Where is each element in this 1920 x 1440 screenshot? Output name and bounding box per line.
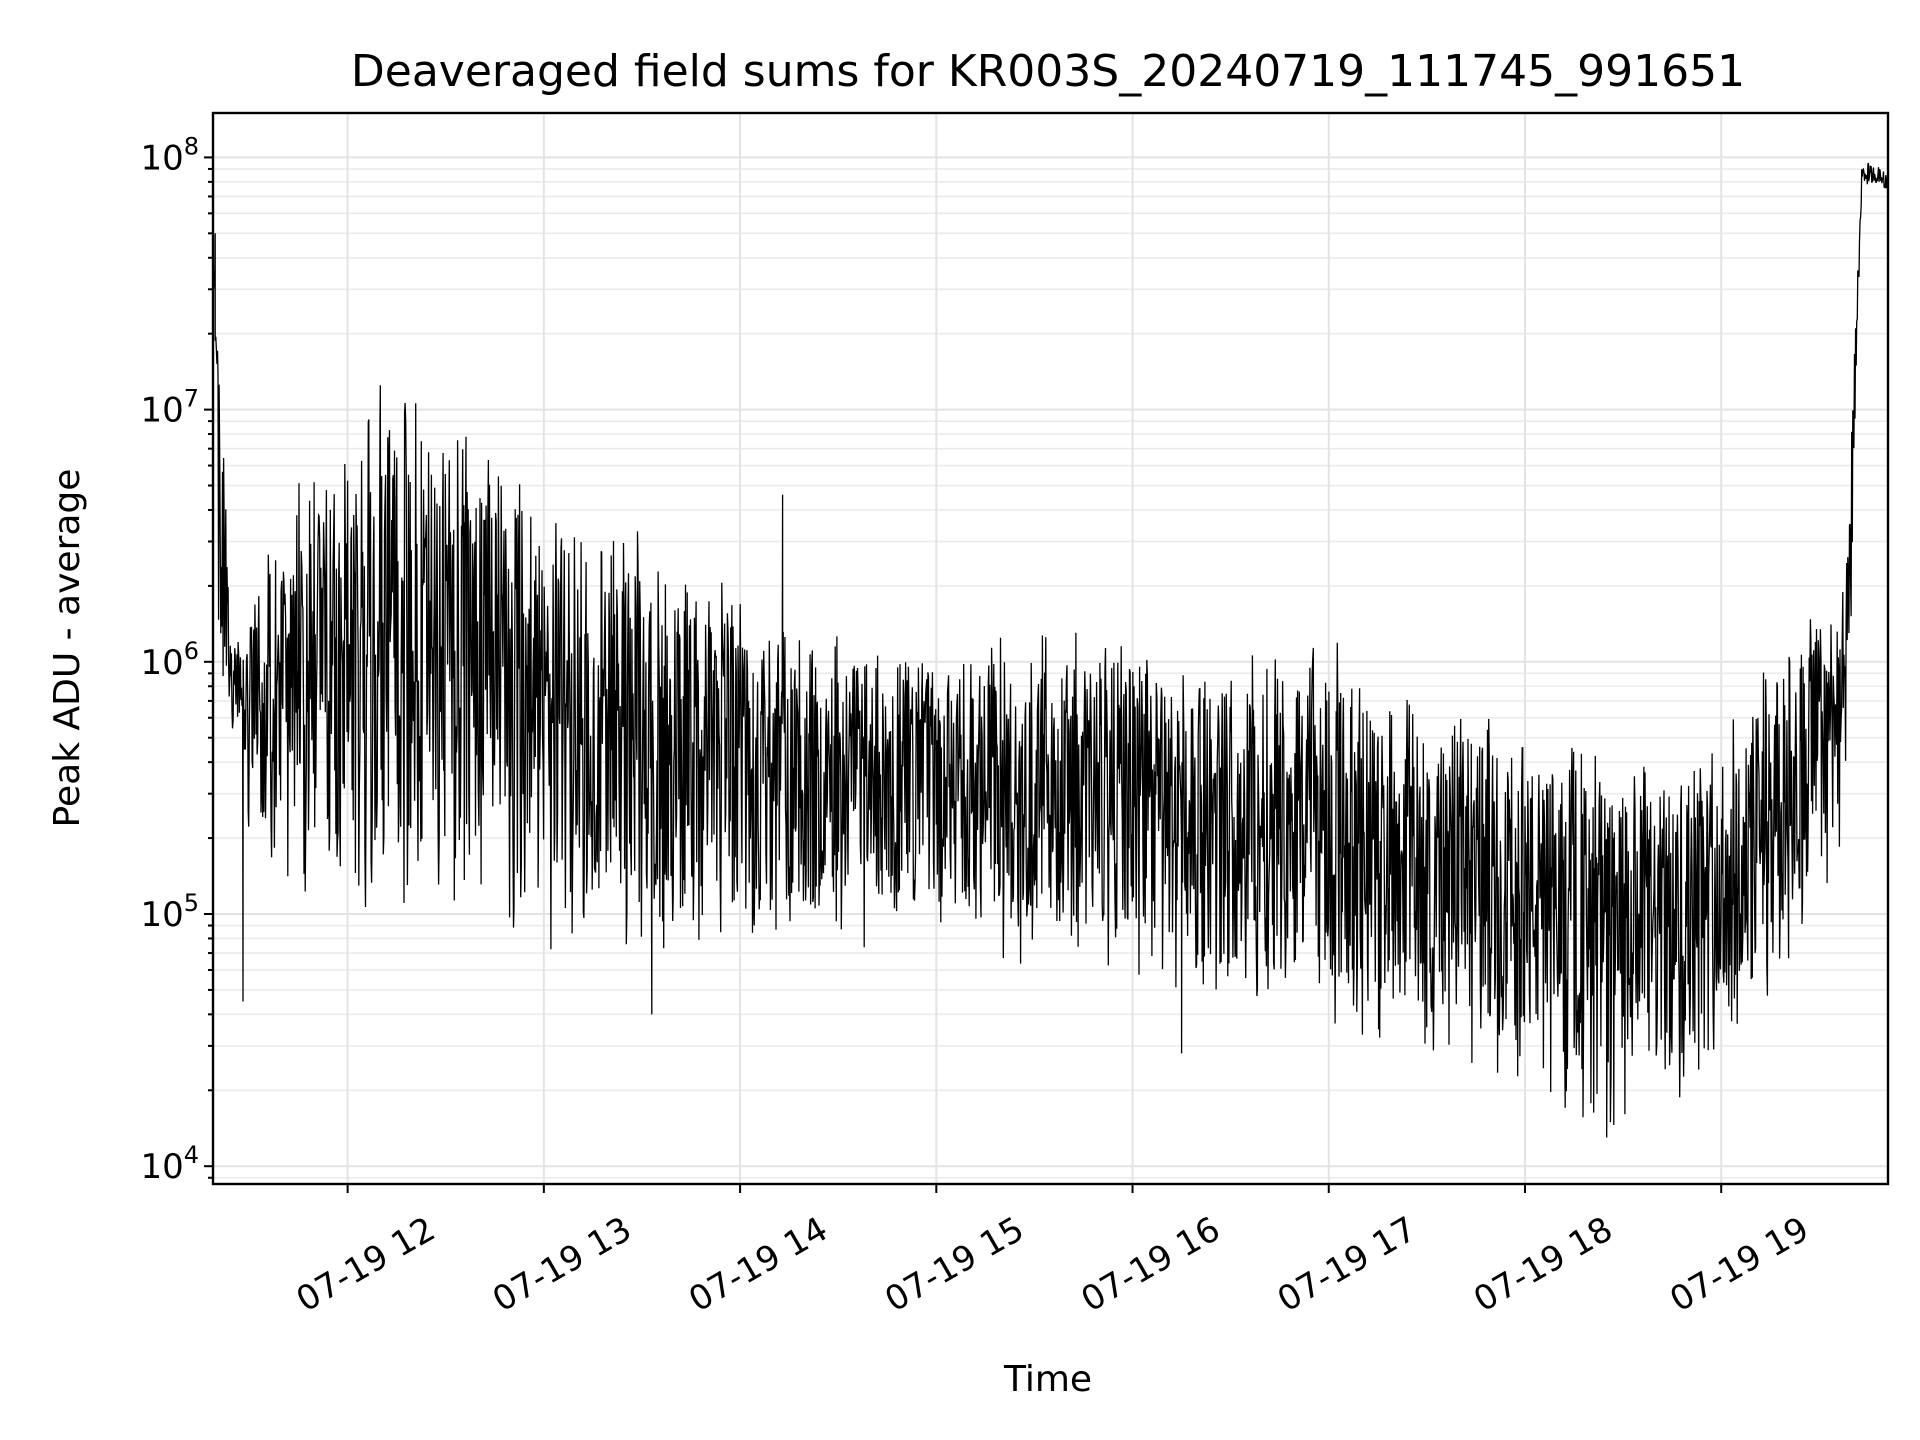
y-axis-label: Peak ADU - average <box>47 469 88 828</box>
y-tick-label: 107 <box>140 385 199 431</box>
series-line <box>212 162 1889 1138</box>
series-layer <box>212 162 1889 1138</box>
y-tick-label: 104 <box>140 1141 199 1187</box>
y-tick-label: 105 <box>140 889 199 935</box>
plot-area-frame <box>211 111 1890 1186</box>
x-axis-label: Time <box>1003 1359 1092 1400</box>
chart-title: Deaveraged field sums for KR003S_2024071… <box>351 46 1745 97</box>
y-tick-label: 106 <box>140 637 199 683</box>
y-tick-label: 108 <box>140 132 199 178</box>
y-axis-ticks: 104 105 106 107 108 <box>140 132 213 1187</box>
